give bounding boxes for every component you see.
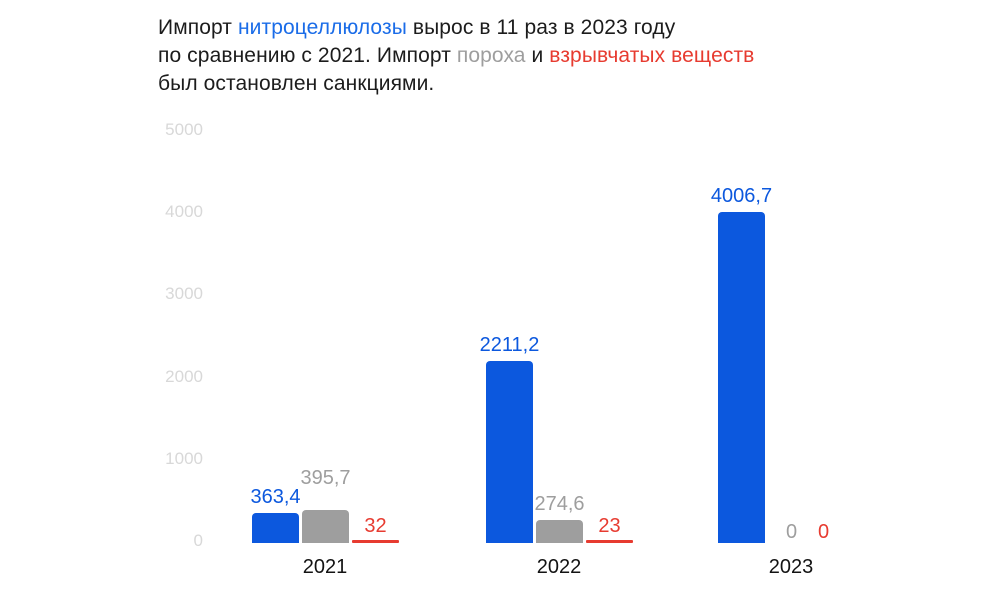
bar-взрывчатые вещества-2021 [352,540,399,543]
y-axis-tick-label: 2000 [165,367,203,386]
value-label-взрывчатые вещества-2023: 0 [817,521,830,543]
y-axis-tick-label: 4000 [165,202,203,221]
value-label-взрывчатые вещества-2021: 32 [364,515,387,537]
value-label-нитроцеллюлоза-2021: 363,4 [250,486,301,508]
y-axis-tick-label: 5000 [165,120,203,139]
bar-порох-2022 [536,520,583,543]
headline: Импорт нитроцеллюлозы вырос в 11 раз в 2… [158,14,754,98]
headline-segment: по сравнению с 2021. Импорт [158,44,457,67]
value-label-порох-2022: 274,6 [534,493,585,515]
value-label-порох-2021: 395,7 [300,467,351,489]
value-label-порох-2023: 0 [785,521,798,543]
headline-segment: пороха [456,44,526,67]
headline-segment: был остановлен санкциями. [158,72,435,95]
headline-segment: Импорт [158,16,238,39]
bar-взрывчатые вещества-2022 [586,540,633,543]
bar-нитроцеллюлоза-2022 [486,361,533,543]
headline-segment: и [525,44,550,67]
headline-segment: вырос в 11 раз в 2023 году [406,16,676,39]
headline-segment: взрывчатых веществ [549,44,755,67]
value-label-нитроцеллюлоза-2022: 2211,2 [479,334,540,356]
value-label-взрывчатые вещества-2022: 23 [598,515,621,537]
value-label-нитроцеллюлоза-2023: 4006,7 [710,185,773,207]
bar-нитроцеллюлоза-2021 [252,513,299,543]
y-axis-tick-label: 1000 [165,449,203,468]
x-axis-label-2022: 2022 [536,556,582,578]
x-axis-label-2023: 2023 [768,556,814,578]
y-axis-tick-label: 3000 [165,284,203,303]
y-axis-tick-label: 0 [193,531,203,550]
bar-нитроцеллюлоза-2023 [718,212,765,543]
bar-порох-2021 [302,510,349,543]
headline-segment: нитроцеллюлозы [237,16,407,39]
x-axis-label-2021: 2021 [302,556,348,578]
